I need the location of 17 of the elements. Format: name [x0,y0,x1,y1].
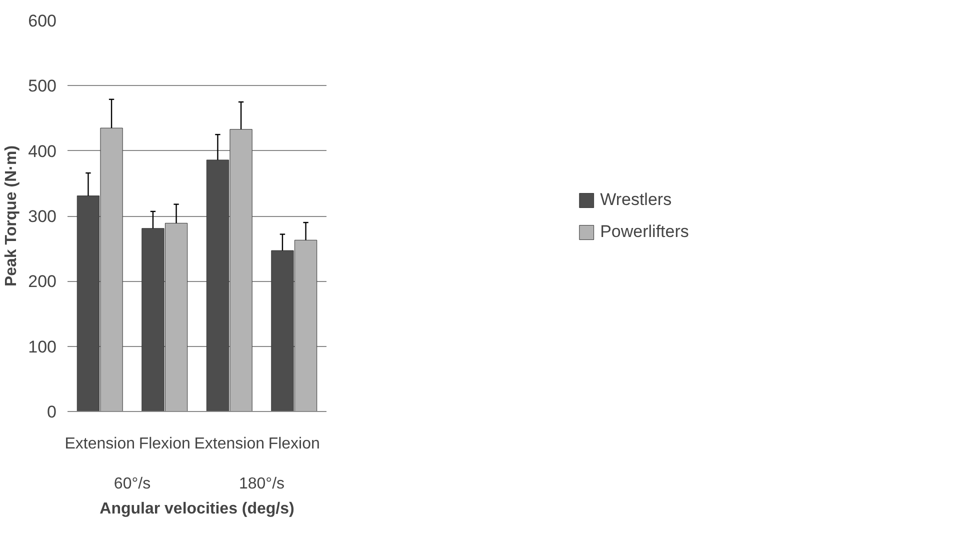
x-axis-title: Angular velocities (deg/s) [100,500,294,518]
y-tick-label: 500 [28,76,57,96]
y-tick-label: 600 [28,12,57,30]
x-tick-label: Flexion [138,436,190,452]
text: 180°/s [238,476,285,492]
legend-label: Wrestlers [600,190,672,210]
legend-label: Powerlifters [600,222,689,242]
y-tick-label: 0 [47,402,57,422]
y-tick-label: 200 [28,272,57,292]
text: 60°/s [114,476,151,492]
y-tick-label: 400 [28,142,57,161]
x-tick-label: Flexion [268,436,320,452]
y-tick-label: 300 [28,207,57,226]
y-tick-label: 100 [28,337,57,356]
y-axis-title: Peak Torque (N·m) [3,145,20,287]
x-tick-label: Extension [64,436,136,452]
x-tick-label: Extension [194,436,265,452]
